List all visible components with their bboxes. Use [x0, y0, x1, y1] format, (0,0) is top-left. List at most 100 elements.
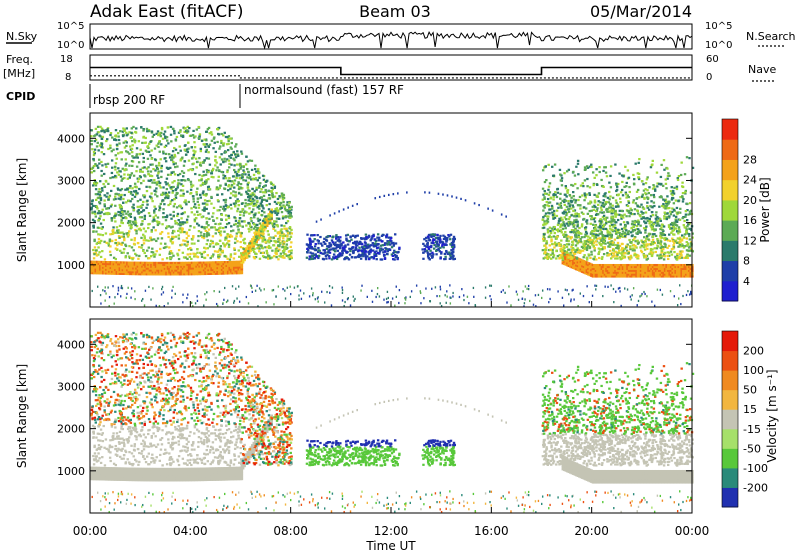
power-cell: [169, 257, 172, 260]
power-cell: [637, 177, 641, 181]
power-cell: [227, 137, 230, 140]
power-cell: [268, 202, 271, 206]
power-cell: [576, 266, 580, 270]
power-cell: [222, 199, 226, 202]
power-cell: [609, 269, 613, 272]
power-cell: [383, 242, 387, 245]
power-cell: [592, 182, 596, 185]
power-cell: [309, 243, 312, 246]
power-cell: [233, 186, 236, 189]
power-cell: [579, 258, 583, 261]
power-cell: [237, 260, 241, 263]
power-cell: [675, 269, 679, 272]
power-cell: [166, 271, 170, 274]
power-cell: [259, 230, 263, 233]
power-cell: [224, 214, 228, 217]
power-cell: [230, 153, 233, 156]
power-cell: [136, 273, 140, 276]
power-cell: [578, 263, 581, 266]
power-cell: [108, 266, 111, 269]
power-cell: [545, 215, 549, 218]
power-cell: [262, 207, 265, 210]
power-cell: [93, 246, 97, 249]
power-cell: [675, 263, 679, 267]
power-cell: [669, 269, 673, 272]
site-title: Adak East (fitACF): [90, 2, 244, 22]
power-cell: [567, 168, 571, 171]
power-cell: [204, 145, 207, 148]
power-cell: [575, 218, 578, 221]
power-cell: [91, 268, 95, 271]
power-cell: [289, 235, 293, 238]
power-cell: [251, 238, 254, 241]
power-cell: [179, 159, 182, 162]
power-cell: [156, 269, 159, 272]
power-cell: [268, 246, 271, 249]
power-cell: [139, 229, 143, 232]
power-cell: [654, 269, 658, 272]
power-cell: [331, 236, 334, 239]
power-cell: [620, 188, 624, 192]
power-cell: [599, 267, 602, 270]
power-cell: [575, 231, 578, 234]
power-cell: [656, 271, 660, 274]
power-cell: [563, 257, 566, 260]
power-cell: [148, 214, 152, 218]
power-cell: [261, 247, 264, 250]
power-cell: [382, 233, 385, 237]
power-cell: [260, 228, 263, 231]
power-cell: [203, 159, 206, 162]
power-cell: [189, 246, 192, 250]
power-cell: [180, 212, 183, 216]
power-cell: [378, 252, 381, 255]
power-cell: [245, 254, 248, 258]
power-cell: [138, 187, 141, 191]
power-cell: [633, 208, 637, 211]
power-cell: [680, 275, 684, 278]
power-cell: [233, 248, 236, 251]
power-cell: [613, 224, 617, 227]
power-cell: [614, 215, 617, 218]
power-cell: [205, 179, 208, 182]
power-cell: [132, 263, 135, 266]
power-cell: [683, 269, 687, 272]
power-cell: [275, 191, 278, 195]
power-cell: [124, 265, 128, 268]
power-cell: [268, 197, 272, 200]
power-cell: [445, 251, 448, 254]
power-cell: [563, 210, 566, 213]
power-cell: [205, 168, 209, 172]
power-cell: [153, 261, 156, 265]
power-cell: [249, 217, 253, 220]
power-cell: [177, 218, 180, 222]
power-cell: [671, 273, 675, 276]
power-cell: [618, 267, 622, 270]
power-cell: [222, 266, 226, 269]
power-cell: [96, 212, 100, 215]
power-cell: [656, 273, 660, 276]
power-cell: [100, 260, 104, 264]
power-cell: [279, 205, 283, 208]
power-cell: [657, 263, 661, 267]
power-cell: [396, 251, 399, 254]
power-cell: [145, 239, 148, 242]
power-cell: [183, 243, 186, 246]
power-cell: [229, 203, 233, 206]
power-cell: [593, 267, 596, 270]
power-cell: [366, 243, 370, 246]
power-cell: [150, 263, 153, 266]
power-cell: [559, 197, 562, 200]
power-cell: [581, 259, 584, 262]
power-cell: [216, 242, 220, 246]
power-cell: [663, 273, 667, 276]
power-cell: [623, 263, 626, 267]
power-cell: [252, 208, 255, 211]
power-cell: [178, 182, 181, 185]
power-cell: [598, 170, 601, 174]
power-cell: [552, 198, 555, 201]
power-cell: [206, 203, 209, 206]
power-cell: [166, 269, 170, 272]
power-cell: [614, 265, 617, 269]
power-cell: [288, 253, 292, 257]
freq-unit: [MHz]: [3, 67, 35, 80]
